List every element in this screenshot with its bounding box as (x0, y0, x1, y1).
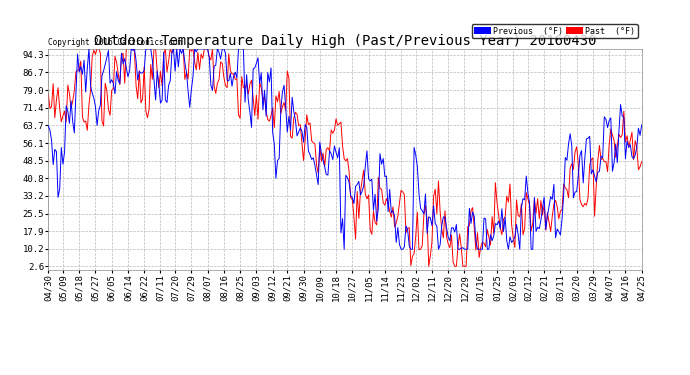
Legend: Previous  (°F), Past  (°F): Previous (°F), Past (°F) (472, 24, 638, 38)
Title: Outdoor Temperature Daily High (Past/Previous Year) 20160430: Outdoor Temperature Daily High (Past/Pre… (94, 34, 596, 48)
Text: Copyright 2016 Cartronics.com: Copyright 2016 Cartronics.com (48, 38, 182, 46)
